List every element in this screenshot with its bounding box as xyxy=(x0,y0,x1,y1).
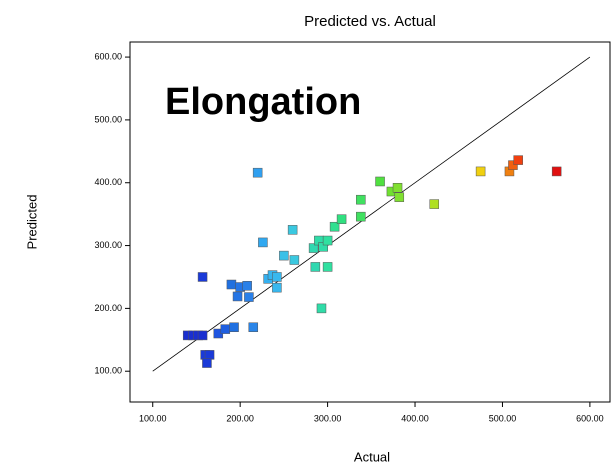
x-tick-label: 200.00 xyxy=(226,413,254,423)
reference-line xyxy=(152,56,591,372)
point xyxy=(322,235,333,246)
point xyxy=(316,303,327,314)
point xyxy=(232,291,243,302)
x-tick-label: 400.00 xyxy=(401,413,429,423)
point xyxy=(322,262,333,272)
y-tick-label: 500.00 xyxy=(94,114,122,124)
point xyxy=(475,166,486,177)
x-tick-label: 100.00 xyxy=(139,413,167,423)
point xyxy=(244,292,254,302)
point xyxy=(197,272,208,282)
point xyxy=(356,194,366,205)
point xyxy=(272,282,282,293)
y-axis-label: Predicted xyxy=(24,195,39,250)
y-tick-label: 300.00 xyxy=(94,240,122,250)
point xyxy=(258,237,268,248)
point xyxy=(226,279,237,290)
x-tick-label: 300.00 xyxy=(314,413,342,423)
point xyxy=(202,358,212,368)
y-tick-label: 600.00 xyxy=(94,51,122,61)
point xyxy=(551,166,562,177)
point xyxy=(204,350,215,360)
x-axis-label: Actual xyxy=(354,449,390,464)
point xyxy=(220,324,231,334)
point xyxy=(248,322,259,332)
x-tick-label: 500.00 xyxy=(489,413,517,423)
y-tick-label: 400.00 xyxy=(94,177,122,187)
point xyxy=(508,160,518,170)
annotation: Elongation xyxy=(165,81,361,123)
y-tick-label: 100.00 xyxy=(94,366,122,376)
chart-title: Predicted vs. Actual xyxy=(304,13,436,30)
point xyxy=(392,183,403,193)
point xyxy=(429,199,440,209)
point xyxy=(287,225,298,235)
point xyxy=(252,167,263,178)
plot-frame xyxy=(129,41,611,403)
x-tick-label: 600.00 xyxy=(576,413,604,423)
point xyxy=(329,221,340,232)
point xyxy=(229,322,239,332)
y-tick-label: 200.00 xyxy=(94,303,122,313)
point xyxy=(356,211,366,222)
point xyxy=(336,214,347,224)
point xyxy=(279,250,289,261)
point xyxy=(289,255,300,265)
point xyxy=(310,262,321,272)
point xyxy=(394,192,405,202)
point xyxy=(513,155,523,165)
point xyxy=(272,272,282,282)
point xyxy=(242,281,252,291)
point xyxy=(197,330,208,341)
point xyxy=(308,243,319,253)
point xyxy=(375,176,385,187)
